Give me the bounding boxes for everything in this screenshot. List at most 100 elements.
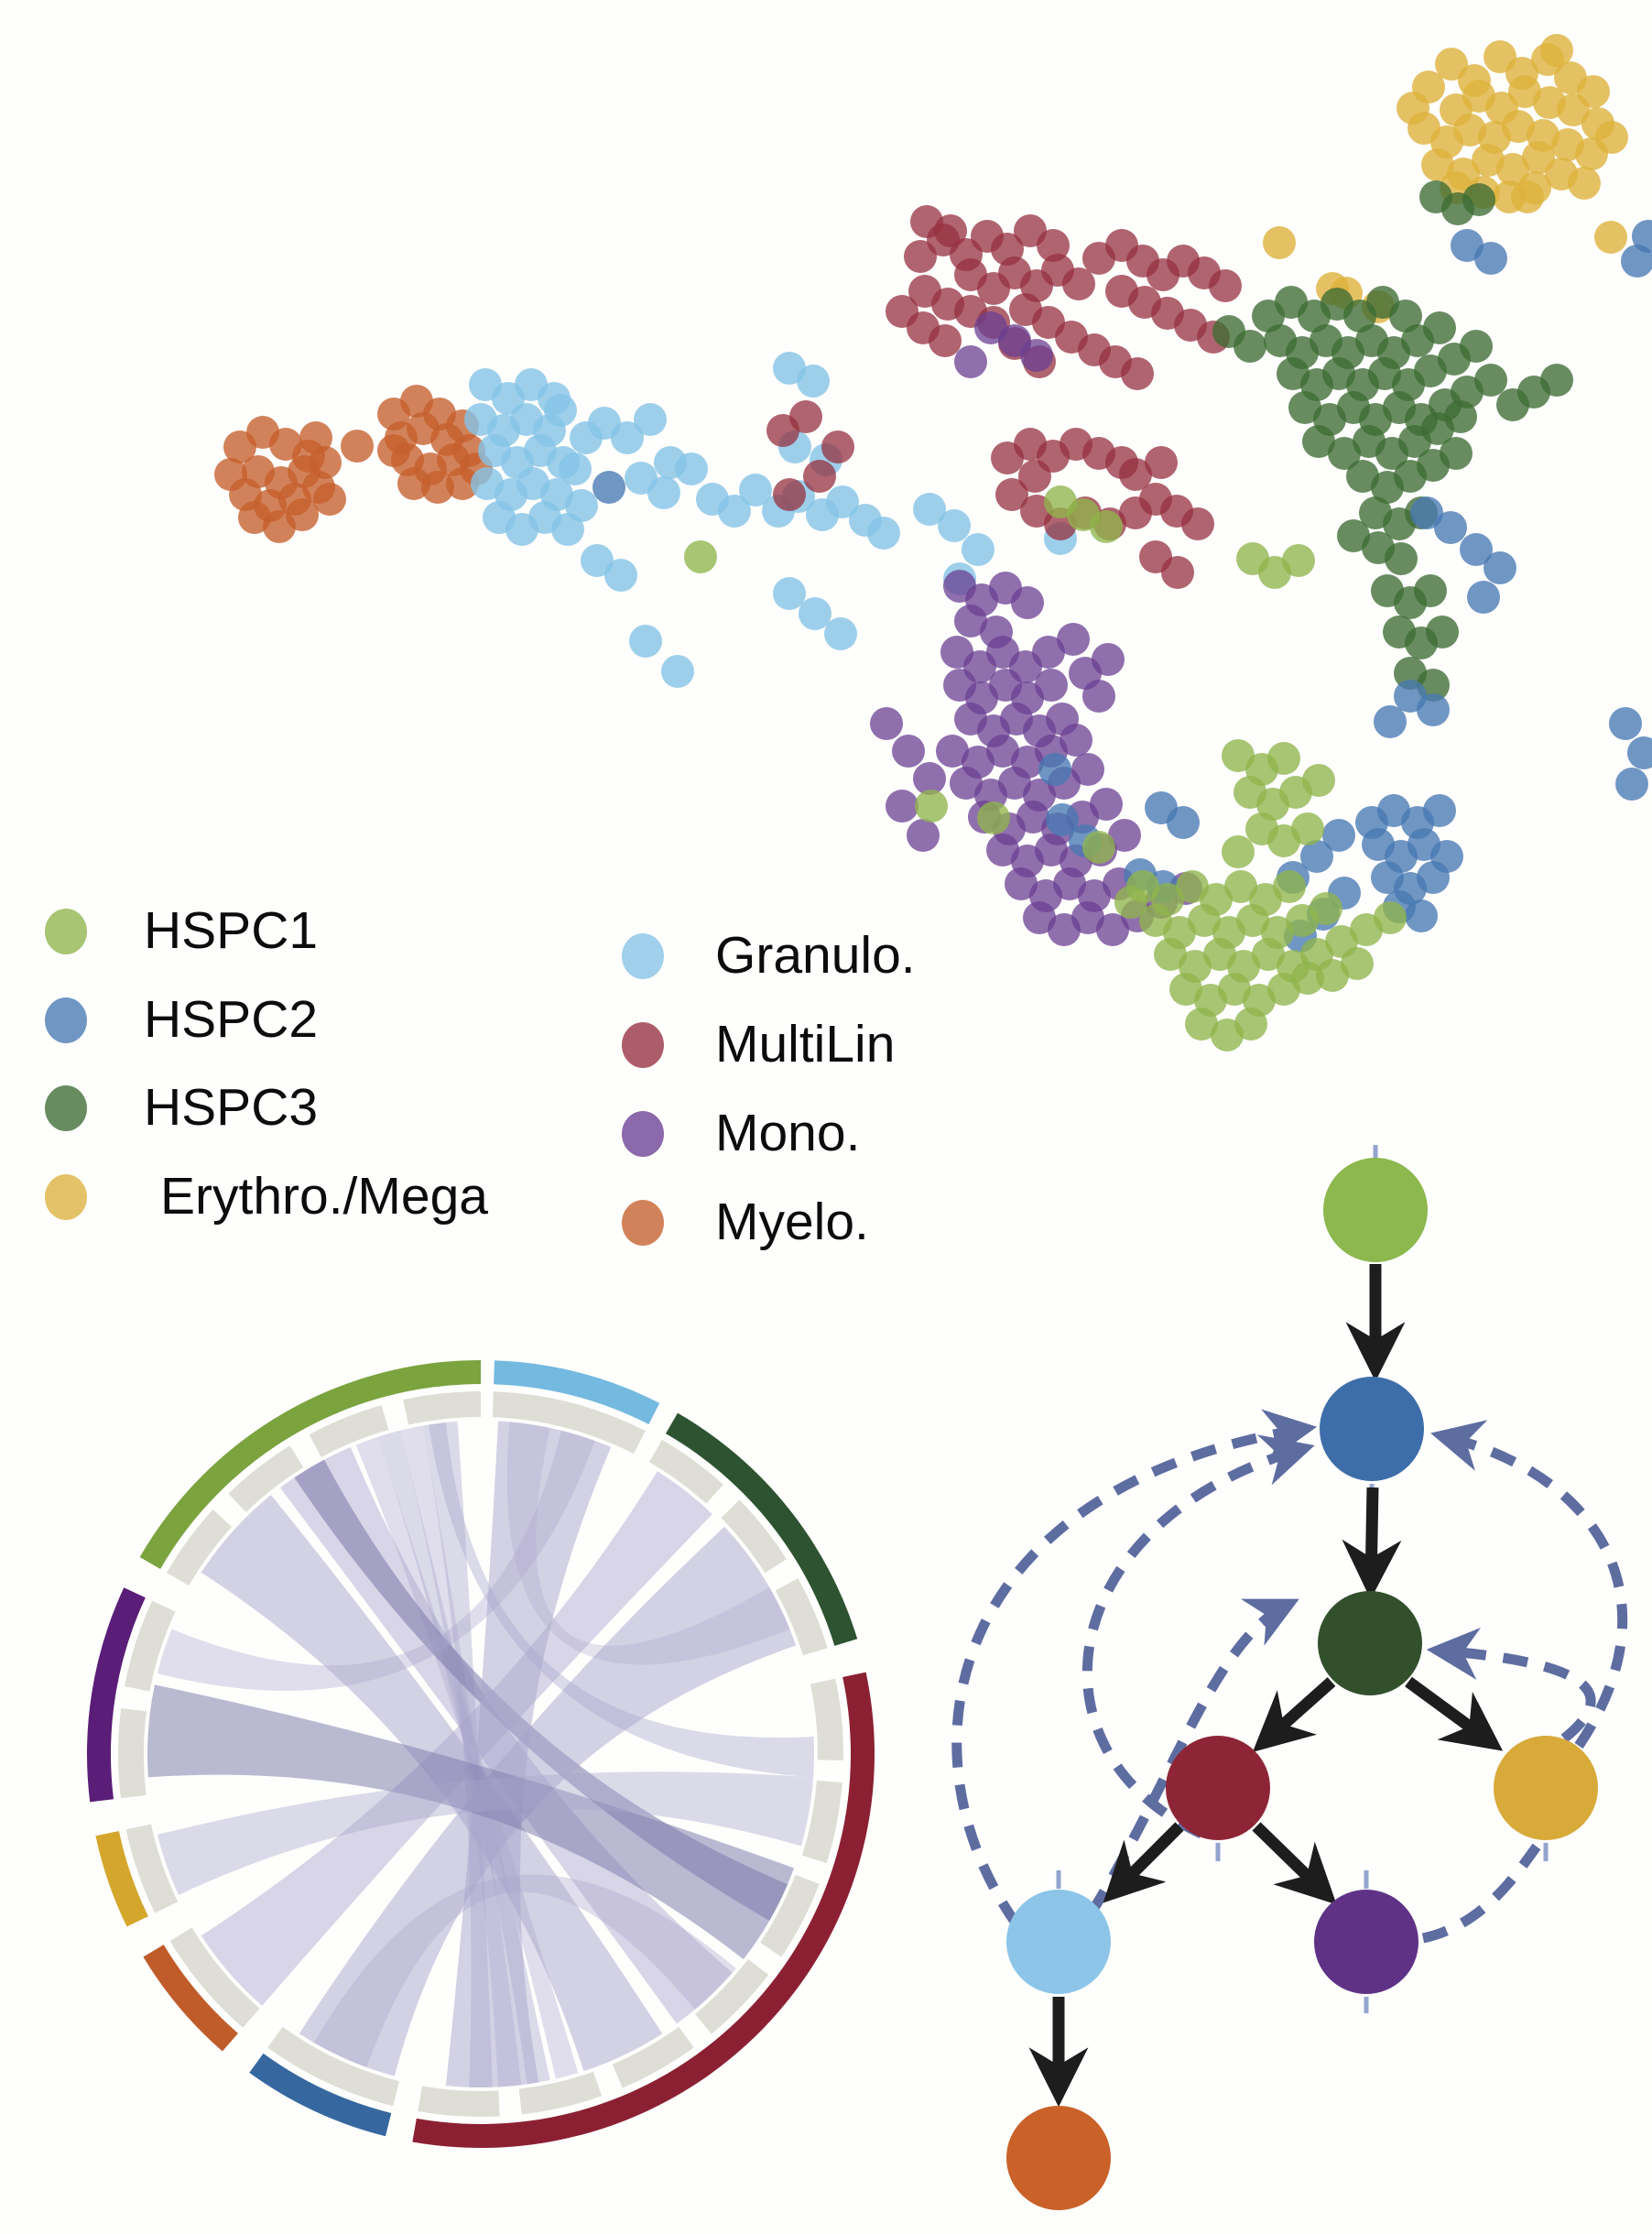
data-point <box>1282 544 1315 577</box>
legend-label: MultiLin <box>715 1015 896 1073</box>
chord-inner-ring-segment <box>649 1440 723 1504</box>
data-point <box>1502 110 1535 143</box>
data-point <box>799 597 831 630</box>
data-point <box>1557 93 1590 126</box>
data-point <box>1234 1008 1267 1041</box>
data-point <box>1096 913 1129 946</box>
data-point <box>824 617 857 650</box>
data-point <box>1474 364 1507 397</box>
data-point <box>421 471 454 504</box>
scatter-group-Erythro./Mega <box>1263 34 1628 323</box>
data-point <box>1511 180 1544 213</box>
data-point <box>1185 1008 1218 1041</box>
chord-inner-ring-segment <box>775 1578 828 1656</box>
chord-ribbon <box>314 1874 736 2068</box>
data-point <box>313 483 346 516</box>
data-point <box>1508 75 1541 108</box>
erythro-swatch-icon <box>45 1173 87 1220</box>
legend-label: Erythro./Mega <box>160 1167 488 1226</box>
data-point <box>1291 812 1324 845</box>
data-point <box>1426 616 1459 648</box>
chord-ribbon <box>201 1471 712 2006</box>
data-point <box>1316 959 1349 992</box>
data-point <box>1188 904 1221 937</box>
data-point <box>773 577 806 610</box>
data-point <box>581 544 614 577</box>
scatter-group-HSPC3 <box>1212 180 1573 702</box>
data-point <box>559 452 592 485</box>
chord-inner-ring-segment <box>612 2026 694 2088</box>
data-point <box>1385 542 1418 575</box>
granulo-swatch-icon <box>622 932 664 979</box>
data-point <box>995 478 1028 511</box>
data-point <box>1434 511 1467 544</box>
data-point <box>1594 221 1627 254</box>
data-point <box>1090 510 1123 543</box>
data-point <box>1302 425 1335 458</box>
data-point <box>1453 114 1486 147</box>
data-point <box>1222 739 1255 772</box>
data-point <box>1236 904 1269 937</box>
data-point <box>1046 803 1079 836</box>
data-point <box>913 762 946 795</box>
legend-item-mono: Mono. <box>622 1107 860 1160</box>
legend-label: HSPC2 <box>144 990 319 1049</box>
data-point <box>1060 724 1092 757</box>
data-point <box>1016 801 1049 834</box>
data-point <box>1020 339 1053 372</box>
data-point <box>1460 330 1493 363</box>
data-point <box>1615 768 1648 801</box>
data-point <box>1632 220 1652 253</box>
chord-ribbon <box>299 1526 797 2076</box>
data-point <box>1405 899 1438 932</box>
data-point <box>892 735 925 768</box>
data-point <box>1423 794 1456 827</box>
chord-ribbon <box>201 1495 663 2072</box>
data-point <box>1460 533 1493 566</box>
chord-inner-ring-segment <box>228 1445 304 1512</box>
data-point <box>1108 819 1141 852</box>
data-point <box>1341 947 1374 980</box>
data-point <box>634 403 667 436</box>
data-point <box>551 513 584 546</box>
scatter-group-HSPC1 <box>684 485 1407 1052</box>
data-point <box>1540 34 1573 67</box>
chord-inner-ring-segment <box>801 1780 842 1864</box>
data-point <box>1423 311 1456 344</box>
graph-node-HSPC2 <box>1320 1377 1424 1481</box>
data-point <box>962 533 994 566</box>
data-point <box>826 485 859 518</box>
data-point <box>565 489 598 522</box>
chord-arc-Granulo. <box>494 1360 660 1425</box>
data-point <box>1071 901 1104 934</box>
graph-node-MultiLin <box>1166 1736 1270 1840</box>
data-point <box>1218 973 1251 1006</box>
dashed-edge-Granulo.-to-HSPC2 <box>951 1409 1318 1960</box>
data-point <box>1121 357 1154 390</box>
data-point <box>1328 437 1361 470</box>
data-point <box>1267 742 1300 775</box>
data-point <box>977 801 1010 834</box>
data-point <box>986 834 1019 866</box>
dashed-edge-Mono.-to-Erythro./Mega <box>1421 1843 1541 1944</box>
chord-arc-HSPC2 <box>249 2053 392 2137</box>
hspc1-swatch-icon <box>45 908 87 954</box>
data-point <box>1071 753 1104 786</box>
data-point <box>446 467 479 500</box>
dashed-edge-Erythro./Mega-to-HSPC2 <box>1430 1420 1628 1749</box>
data-point <box>1161 556 1194 589</box>
data-point <box>1154 938 1187 971</box>
data-point <box>1374 901 1407 934</box>
data-point <box>739 474 772 507</box>
graph-node-Mono. <box>1314 1890 1418 1994</box>
data-point <box>299 421 332 454</box>
data-point <box>1005 867 1038 900</box>
data-point <box>684 540 717 573</box>
data-point <box>1145 446 1178 479</box>
data-point <box>986 735 1019 768</box>
chord-inner-ring-segment <box>169 1927 260 2028</box>
scatter-group-HSPC2 <box>592 220 1652 953</box>
chord-inner-ring-segment <box>124 1600 176 1692</box>
dashed-edge-Erythro./Mega-to-HSPC3 <box>1426 1627 1596 1743</box>
